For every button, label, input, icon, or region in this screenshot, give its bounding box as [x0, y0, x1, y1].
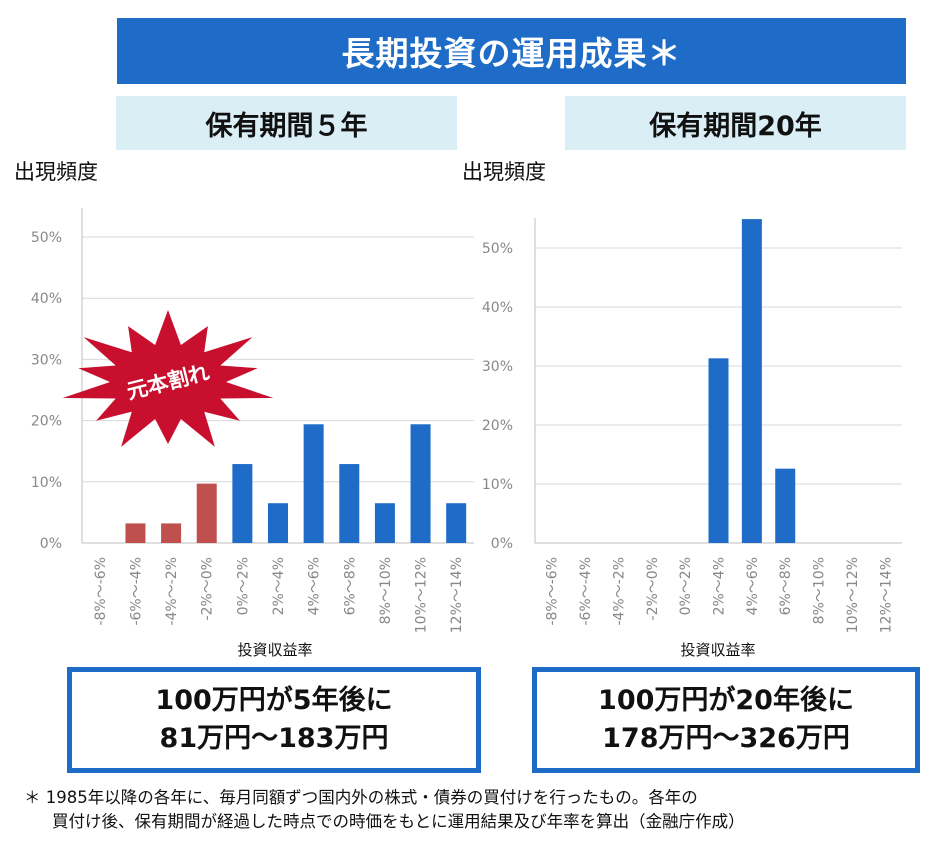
y-tick-label-20y: 0% — [491, 536, 513, 552]
bar-5y-5 — [268, 503, 288, 543]
bar-5y-10 — [446, 503, 467, 543]
y-tick-label-5y: 0% — [40, 536, 62, 552]
y-tick-label-5y: 10% — [31, 475, 62, 491]
summary-line1-20y: 100万円が20年後に — [598, 685, 854, 716]
x-axis-title-5y: 投資収益率 — [237, 641, 312, 659]
y-tick-label-5y: 50% — [31, 230, 62, 246]
x-tick-label-20y: -6%～-4% — [578, 557, 594, 626]
x-tick-label-5y: 2%～4% — [271, 557, 287, 615]
x-tick-label-5y: 10%～12% — [414, 557, 430, 633]
x-tick-label-5y: -4%～-2% — [164, 557, 180, 626]
x-tick-label-20y: -8%～-6% — [545, 557, 561, 626]
y-tick-label-20y: 50% — [482, 241, 513, 257]
x-tick-label-20y: 2%～4% — [712, 557, 728, 615]
chart-20y: 0% 10% 20% 30% 40% 50% -8%～-6% -6%～-4% -4%～-2% -2… — [482, 218, 902, 659]
bar-5y-9 — [410, 424, 431, 543]
x-tick-label-5y: 6%～8% — [342, 557, 358, 615]
x-tick-label-20y: 12%～14% — [878, 557, 894, 633]
y-axis-title-20y: 出現頻度 — [462, 160, 546, 184]
summary-box-5y: 100万円が5年後に 81万円～183万円 — [67, 667, 481, 773]
period-label-20y: 保有期間20年 — [565, 96, 906, 150]
summary-line1-5y: 100万円が5年後に — [155, 685, 393, 716]
bar-20y-7 — [775, 468, 796, 543]
bar-20y-6 — [741, 219, 762, 543]
x-tick-label-5y: 0%～2% — [235, 557, 251, 615]
bar-5y-7 — [339, 464, 360, 543]
footnote-line2: 買付け後、保有期間が経過した時点での時価をもとに運用結果及び年率を算出（金融庁作… — [52, 812, 745, 831]
bar-5y-6 — [303, 424, 324, 543]
footnote-line1: ＊ 1985年以降の各年に、毎月同額ずつ国内外の株式・債券の買付けを行ったもの。… — [24, 788, 698, 807]
x-tick-label-20y: 8%～10% — [812, 557, 828, 624]
loss-burst-shape — [62, 310, 274, 447]
x-tick-label-20y: 4%～6% — [745, 557, 761, 615]
y-tick-label-20y: 20% — [482, 418, 513, 434]
summary-line2-5y: 81万円～183万円 — [159, 723, 389, 754]
period-label-5y: 保有期間５年 — [116, 96, 457, 150]
x-tick-label-5y: 8%～10% — [378, 557, 394, 624]
bar-5y-4 — [232, 464, 253, 543]
y-tick-label-20y: 30% — [482, 359, 513, 375]
bar-5y-2 — [161, 523, 182, 543]
title-banner: 長期投資の運用成果＊ — [117, 18, 906, 84]
chart-5y: 0% 10% 20% 30% 40% 50% -8%～-6% -6%～-4% -4%～-2% -2… — [31, 208, 474, 659]
summary-box-20y: 100万円が20年後に 178万円～326万円 — [532, 667, 920, 773]
y-tick-label-20y: 40% — [482, 300, 513, 316]
x-tick-label-5y: 4%～6% — [307, 557, 323, 615]
x-tick-label-20y: 6%～8% — [778, 557, 794, 615]
x-tick-label-20y: 10%～12% — [845, 557, 861, 633]
x-tick-label-5y: -6%～-4% — [128, 557, 144, 626]
summary-line2-20y: 178万円～326万円 — [602, 723, 850, 754]
bar-5y-8 — [374, 503, 395, 543]
x-tick-label-20y: -2%～0% — [645, 557, 661, 620]
x-axis-title-20y: 投資収益率 — [680, 641, 755, 659]
y-tick-label-5y: 40% — [31, 291, 62, 307]
y-tick-label-5y: 30% — [31, 352, 62, 368]
x-tick-label-5y: -2%～0% — [200, 557, 216, 620]
y-tick-label-5y: 20% — [31, 414, 62, 430]
x-tick-label-20y: 0%～2% — [678, 557, 694, 615]
x-tick-label-5y: 12%～14% — [449, 557, 465, 633]
x-tick-label-5y: -8%～-6% — [93, 557, 109, 626]
bar-20y-5 — [708, 358, 729, 543]
bar-5y-1 — [125, 523, 146, 543]
y-axis-title-5y: 出現頻度 — [14, 160, 98, 184]
bar-5y-3 — [196, 483, 217, 543]
x-tick-label-20y: -4%～-2% — [611, 557, 627, 626]
y-tick-label-20y: 10% — [482, 477, 513, 493]
